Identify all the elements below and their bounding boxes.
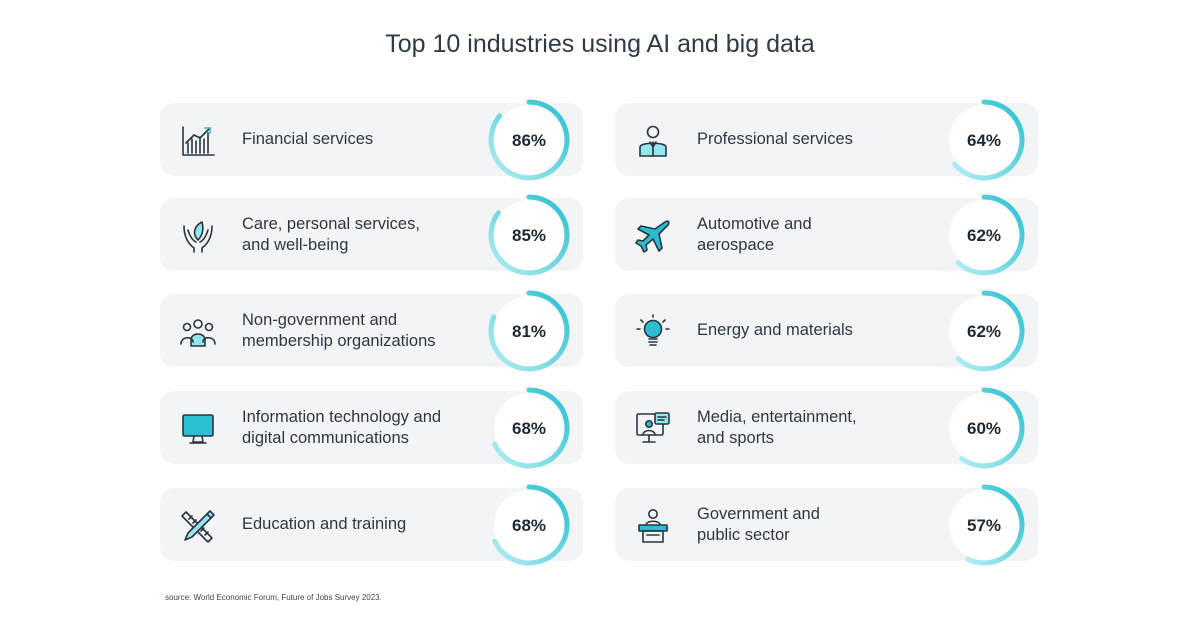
value-label: 86% xyxy=(512,131,546,150)
industry-card: Professional services 64% xyxy=(615,99,1038,181)
industry-card: Care, personal services, and well-being 85… xyxy=(160,194,583,276)
media-screen-icon xyxy=(635,411,671,447)
industry-label-line: Education and training xyxy=(242,515,407,533)
industry-label-line: Energy and materials xyxy=(697,321,853,339)
value-label: 62% xyxy=(967,226,1001,245)
chart-growth-icon xyxy=(180,123,216,159)
industry-label: Media, entertainment, and sports xyxy=(697,391,942,464)
industry-label-line: Care, personal services, xyxy=(242,214,420,233)
industry-label: Energy and materials xyxy=(697,294,942,367)
ring-arc xyxy=(488,194,570,276)
percentage-ring: 86% xyxy=(487,98,571,182)
industry-label: Information technology and digital commun… xyxy=(242,391,487,464)
industry-label-line: Financial services xyxy=(242,130,374,148)
ring-background xyxy=(949,490,1019,560)
percentage-ring: 57% xyxy=(942,483,1026,567)
percentage-ring: 81% xyxy=(487,289,571,373)
chart-title: Top 10 industries using AI and big data xyxy=(385,30,815,58)
monitor-icon xyxy=(180,411,216,447)
industry-label-line: and well-being xyxy=(242,235,349,254)
industry-label: Financial services xyxy=(242,103,487,176)
ring-arc xyxy=(952,99,1025,181)
value-label: 68% xyxy=(512,419,546,438)
ring-arc xyxy=(488,99,570,181)
industry-label: Automotive and aerospace xyxy=(697,198,942,271)
industry-card: Energy and materials 62% xyxy=(615,290,1038,372)
ring-background xyxy=(949,105,1019,175)
ring-background xyxy=(494,393,564,463)
ring-background xyxy=(494,200,564,270)
value-label: 64% xyxy=(967,131,1001,150)
industry-label: Government and public sector xyxy=(697,488,942,561)
lightbulb-icon xyxy=(635,314,671,350)
ring-background xyxy=(494,490,564,560)
industry-label-line: Media, entertainment, xyxy=(697,407,857,426)
ring-arc xyxy=(492,387,570,469)
airplane-icon xyxy=(635,218,671,254)
industry-label-line: aerospace xyxy=(697,235,775,254)
professional-person-icon xyxy=(635,123,671,159)
ring-background xyxy=(949,296,1019,366)
percentage-ring: 64% xyxy=(942,98,1026,182)
value-label: 60% xyxy=(967,419,1001,438)
industry-card: Media, entertainment, and sports 60% xyxy=(615,387,1038,469)
speaker-podium-icon xyxy=(635,508,671,544)
value-label: 85% xyxy=(512,226,546,245)
ring-arc xyxy=(488,290,570,372)
industry-label-line: public sector xyxy=(697,525,790,544)
industry-label-line: Government and xyxy=(697,504,820,523)
percentage-ring: 85% xyxy=(487,193,571,277)
value-label: 68% xyxy=(512,516,546,535)
industry-label-line: Non-government and xyxy=(242,310,398,329)
industry-label: Education and training xyxy=(242,488,487,561)
industry-label-line: digital communications xyxy=(242,428,409,447)
people-group-icon xyxy=(180,314,216,350)
industry-label: Care, personal services, and well-being xyxy=(242,198,487,271)
ring-background xyxy=(494,105,564,175)
ring-arc xyxy=(955,290,1025,372)
percentage-ring: 60% xyxy=(942,386,1026,470)
source-note: source: World Economic Forum, Future of … xyxy=(165,593,382,602)
industry-card: Education and training 68% xyxy=(160,484,583,566)
value-label: 57% xyxy=(967,516,1001,535)
ring-arc xyxy=(965,484,1025,566)
industry-label-line: membership organizations xyxy=(242,331,436,350)
industry-card: Automotive and aerospace 62% xyxy=(615,194,1038,276)
pencil-ruler-icon xyxy=(180,508,216,544)
percentage-ring: 62% xyxy=(942,193,1026,277)
industry-label-line: Information technology and xyxy=(242,407,442,426)
industry-label-line: Professional services xyxy=(697,130,853,148)
industry-card: Non-government and membership organizatio… xyxy=(160,290,583,372)
caring-hands-icon xyxy=(180,218,216,254)
ring-background xyxy=(949,200,1019,270)
ring-arc xyxy=(492,484,570,566)
ring-background xyxy=(949,393,1019,463)
industry-label-line: and sports xyxy=(697,428,775,447)
industry-label-line: Automotive and xyxy=(697,214,812,233)
percentage-ring: 62% xyxy=(942,289,1026,373)
industry-label: Professional services xyxy=(697,103,942,176)
percentage-ring: 68% xyxy=(487,483,571,567)
value-label: 81% xyxy=(512,322,546,341)
industry-card: Financial services 86% xyxy=(160,99,583,181)
industry-card: Information technology and digital commun… xyxy=(160,387,583,469)
value-label: 62% xyxy=(967,322,1001,341)
industry-card: Government and public sector 57% xyxy=(615,484,1038,566)
ring-arc xyxy=(955,194,1025,276)
industry-label: Non-government and membership organizatio… xyxy=(242,294,487,367)
ring-background xyxy=(494,296,564,366)
ring-arc xyxy=(959,387,1025,469)
percentage-ring: 68% xyxy=(487,386,571,470)
